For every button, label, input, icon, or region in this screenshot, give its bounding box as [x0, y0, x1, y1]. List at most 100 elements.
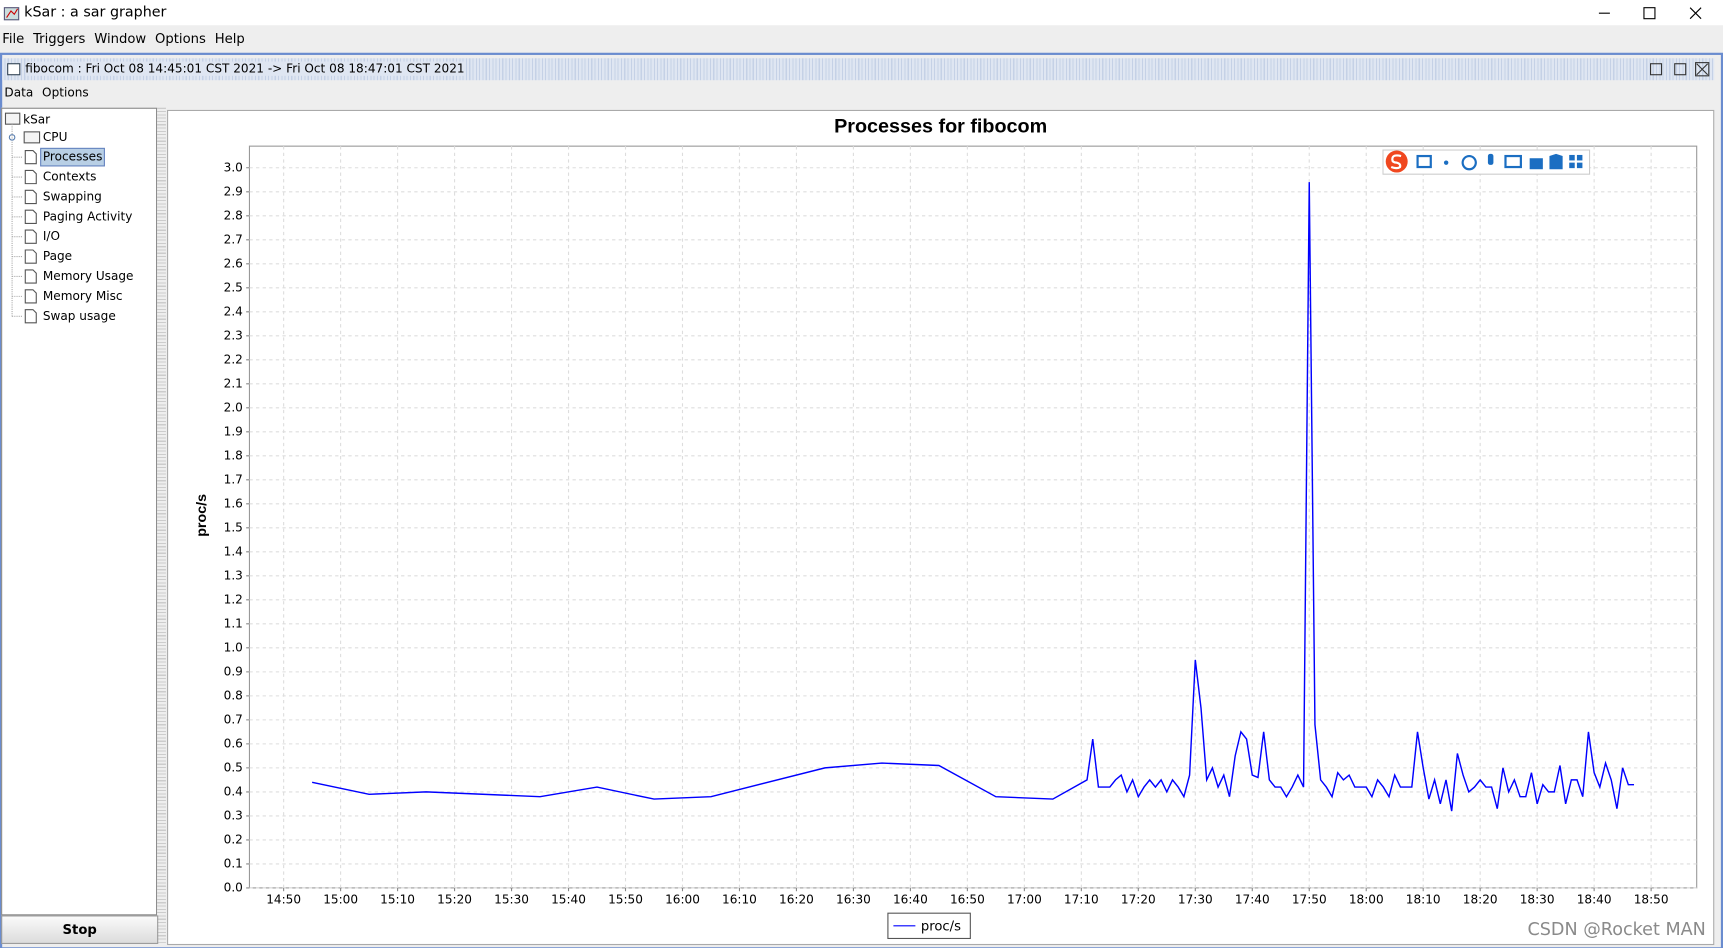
y-tick-label: 0.7 — [224, 712, 243, 726]
y-tick-label: 1.8 — [224, 448, 243, 462]
menu-item[interactable]: Data — [4, 85, 34, 100]
tree-panel: kSar CPU Processes Contexts Swapping Paging A… — [1, 107, 158, 916]
x-tick-label: 16:20 — [779, 892, 814, 906]
selection — [40, 147, 105, 167]
y-tick-label: 2.6 — [224, 256, 243, 270]
x-tick-label: 15:40 — [551, 892, 586, 906]
x-tick-label: 16:40 — [893, 892, 928, 906]
frame-title-bar: fibocom : Fri Oct 08 14:45:01 CST 2021 -… — [2, 58, 1715, 81]
y-tick-label: 1.1 — [224, 616, 243, 630]
menu-item[interactable]: Window — [94, 30, 147, 47]
file-icon — [24, 309, 37, 324]
y-tick-label: 0.3 — [224, 808, 243, 822]
y-tick-label: 1.6 — [224, 496, 243, 510]
x-tick-label: 15:00 — [323, 892, 358, 906]
y-tick-label: 2.2 — [224, 352, 243, 366]
y-tick-label: 2.9 — [224, 184, 243, 198]
x-tick-label: 17:40 — [1235, 892, 1270, 906]
file-icon — [24, 269, 37, 284]
y-tick-label: 2.7 — [224, 232, 243, 246]
window-controls[interactable] — [1593, 3, 1714, 23]
x-tick-label: 16:50 — [950, 892, 985, 906]
menu-item[interactable]: Options — [42, 85, 89, 100]
file-icon — [24, 229, 37, 244]
x-tick-label: 15:30 — [494, 892, 529, 906]
y-tick-label: 0.1 — [224, 856, 243, 870]
x-tick-label: 18:20 — [1463, 892, 1498, 906]
tree-item[interactable]: I/O — [43, 229, 60, 243]
y-tick-label: 2.5 — [224, 280, 243, 294]
title-bar: kSar : a sar grapher — [0, 0, 1723, 26]
tree-item[interactable]: Contexts — [43, 170, 97, 184]
x-tick-label: 17:30 — [1178, 892, 1213, 906]
y-tick-label: 2.3 — [224, 328, 243, 342]
file-icon — [24, 169, 37, 185]
tree-item[interactable]: Memory Usage — [43, 269, 134, 283]
y-tick-label: 1.2 — [224, 592, 243, 606]
legend-label: proc/s — [921, 919, 961, 934]
app-icon — [3, 7, 20, 21]
y-tick-label: 2.0 — [224, 400, 243, 414]
plot-area — [248, 145, 1698, 889]
x-tick-label: 18:10 — [1406, 892, 1441, 906]
stop-button[interactable]: Stop — [1, 915, 159, 944]
y-tick-label: 1.3 — [224, 568, 243, 582]
frame-controls[interactable] — [1644, 60, 1712, 78]
tree-item[interactable]: Swap usage — [43, 309, 116, 323]
y-tick-label: 0.0 — [224, 880, 243, 894]
frame-title: fibocom : Fri Oct 08 14:45:01 CST 2021 -… — [25, 61, 465, 76]
y-tick-label: 1.4 — [224, 544, 243, 558]
tree-item[interactable]: Paging Activity — [43, 209, 133, 223]
file-icon — [24, 249, 37, 264]
x-tick-label: 15:10 — [380, 892, 415, 906]
tree-root: kSar — [23, 112, 50, 126]
splitter[interactable] — [157, 107, 166, 943]
file-icon — [24, 189, 37, 205]
file-icon — [24, 209, 37, 224]
ime-toolbar[interactable] — [1382, 149, 1591, 175]
x-tick-label: 16:30 — [836, 892, 871, 906]
x-tick-label: 16:10 — [722, 892, 757, 906]
x-tick-label: 15:50 — [608, 892, 643, 906]
x-tick-label: 18:00 — [1349, 892, 1384, 906]
y-tick-label: 1.9 — [224, 424, 243, 438]
y-tick-label: 0.4 — [224, 784, 243, 798]
tree-item[interactable]: Memory Misc — [43, 289, 123, 303]
y-tick-label: 0.8 — [224, 688, 243, 702]
menu-item[interactable]: Triggers — [33, 30, 86, 47]
y-axis-label: proc/s — [194, 494, 210, 537]
menu-item[interactable]: Options — [155, 30, 206, 47]
y-tick-label: 2.8 — [224, 208, 243, 222]
menu-item[interactable]: Help — [214, 30, 245, 47]
y-tick-label: 2.1 — [224, 376, 243, 390]
x-tick-label: 17:00 — [1007, 892, 1042, 906]
x-tick-label: 17:50 — [1292, 892, 1327, 906]
chart-title: Processes for fibocom — [834, 116, 1047, 138]
tree-toggle — [8, 134, 16, 141]
tree-folder[interactable]: CPU — [43, 130, 68, 144]
window-title: kSar : a sar grapher — [24, 4, 167, 21]
y-tick-label: 1.0 — [224, 640, 243, 654]
x-tick-label: 14:50 — [266, 892, 301, 906]
x-tick-label: 18:40 — [1577, 892, 1612, 906]
tree-item[interactable]: Swapping — [43, 189, 102, 203]
x-tick-label: 16:00 — [665, 892, 700, 906]
y-tick-label: 0.2 — [224, 832, 243, 846]
frame-menu-bar: Data Options — [2, 82, 1712, 104]
menu-bar: File Triggers Window Options Help — [0, 26, 1723, 51]
y-tick-label: 0.5 — [224, 760, 243, 774]
folder-icon — [4, 112, 21, 125]
chart: Processes for fibocom proc/s 0.0 0.1 0.2 0.… — [167, 109, 1715, 946]
watermark: CSDN @Rocket MAN — [1527, 918, 1706, 940]
series-line — [311, 182, 1635, 812]
x-tick-label: 15:20 — [437, 892, 472, 906]
y-tick-label: 1.7 — [224, 472, 243, 486]
x-tick-label: 18:30 — [1520, 892, 1555, 906]
menu-item[interactable]: File — [2, 30, 25, 47]
x-tick-label: 17:20 — [1121, 892, 1156, 906]
frame-icon — [7, 63, 21, 76]
tree-item[interactable]: Page — [43, 249, 72, 263]
y-tick-label: 0.6 — [224, 736, 243, 750]
tree-item[interactable]: Processes — [43, 150, 103, 164]
